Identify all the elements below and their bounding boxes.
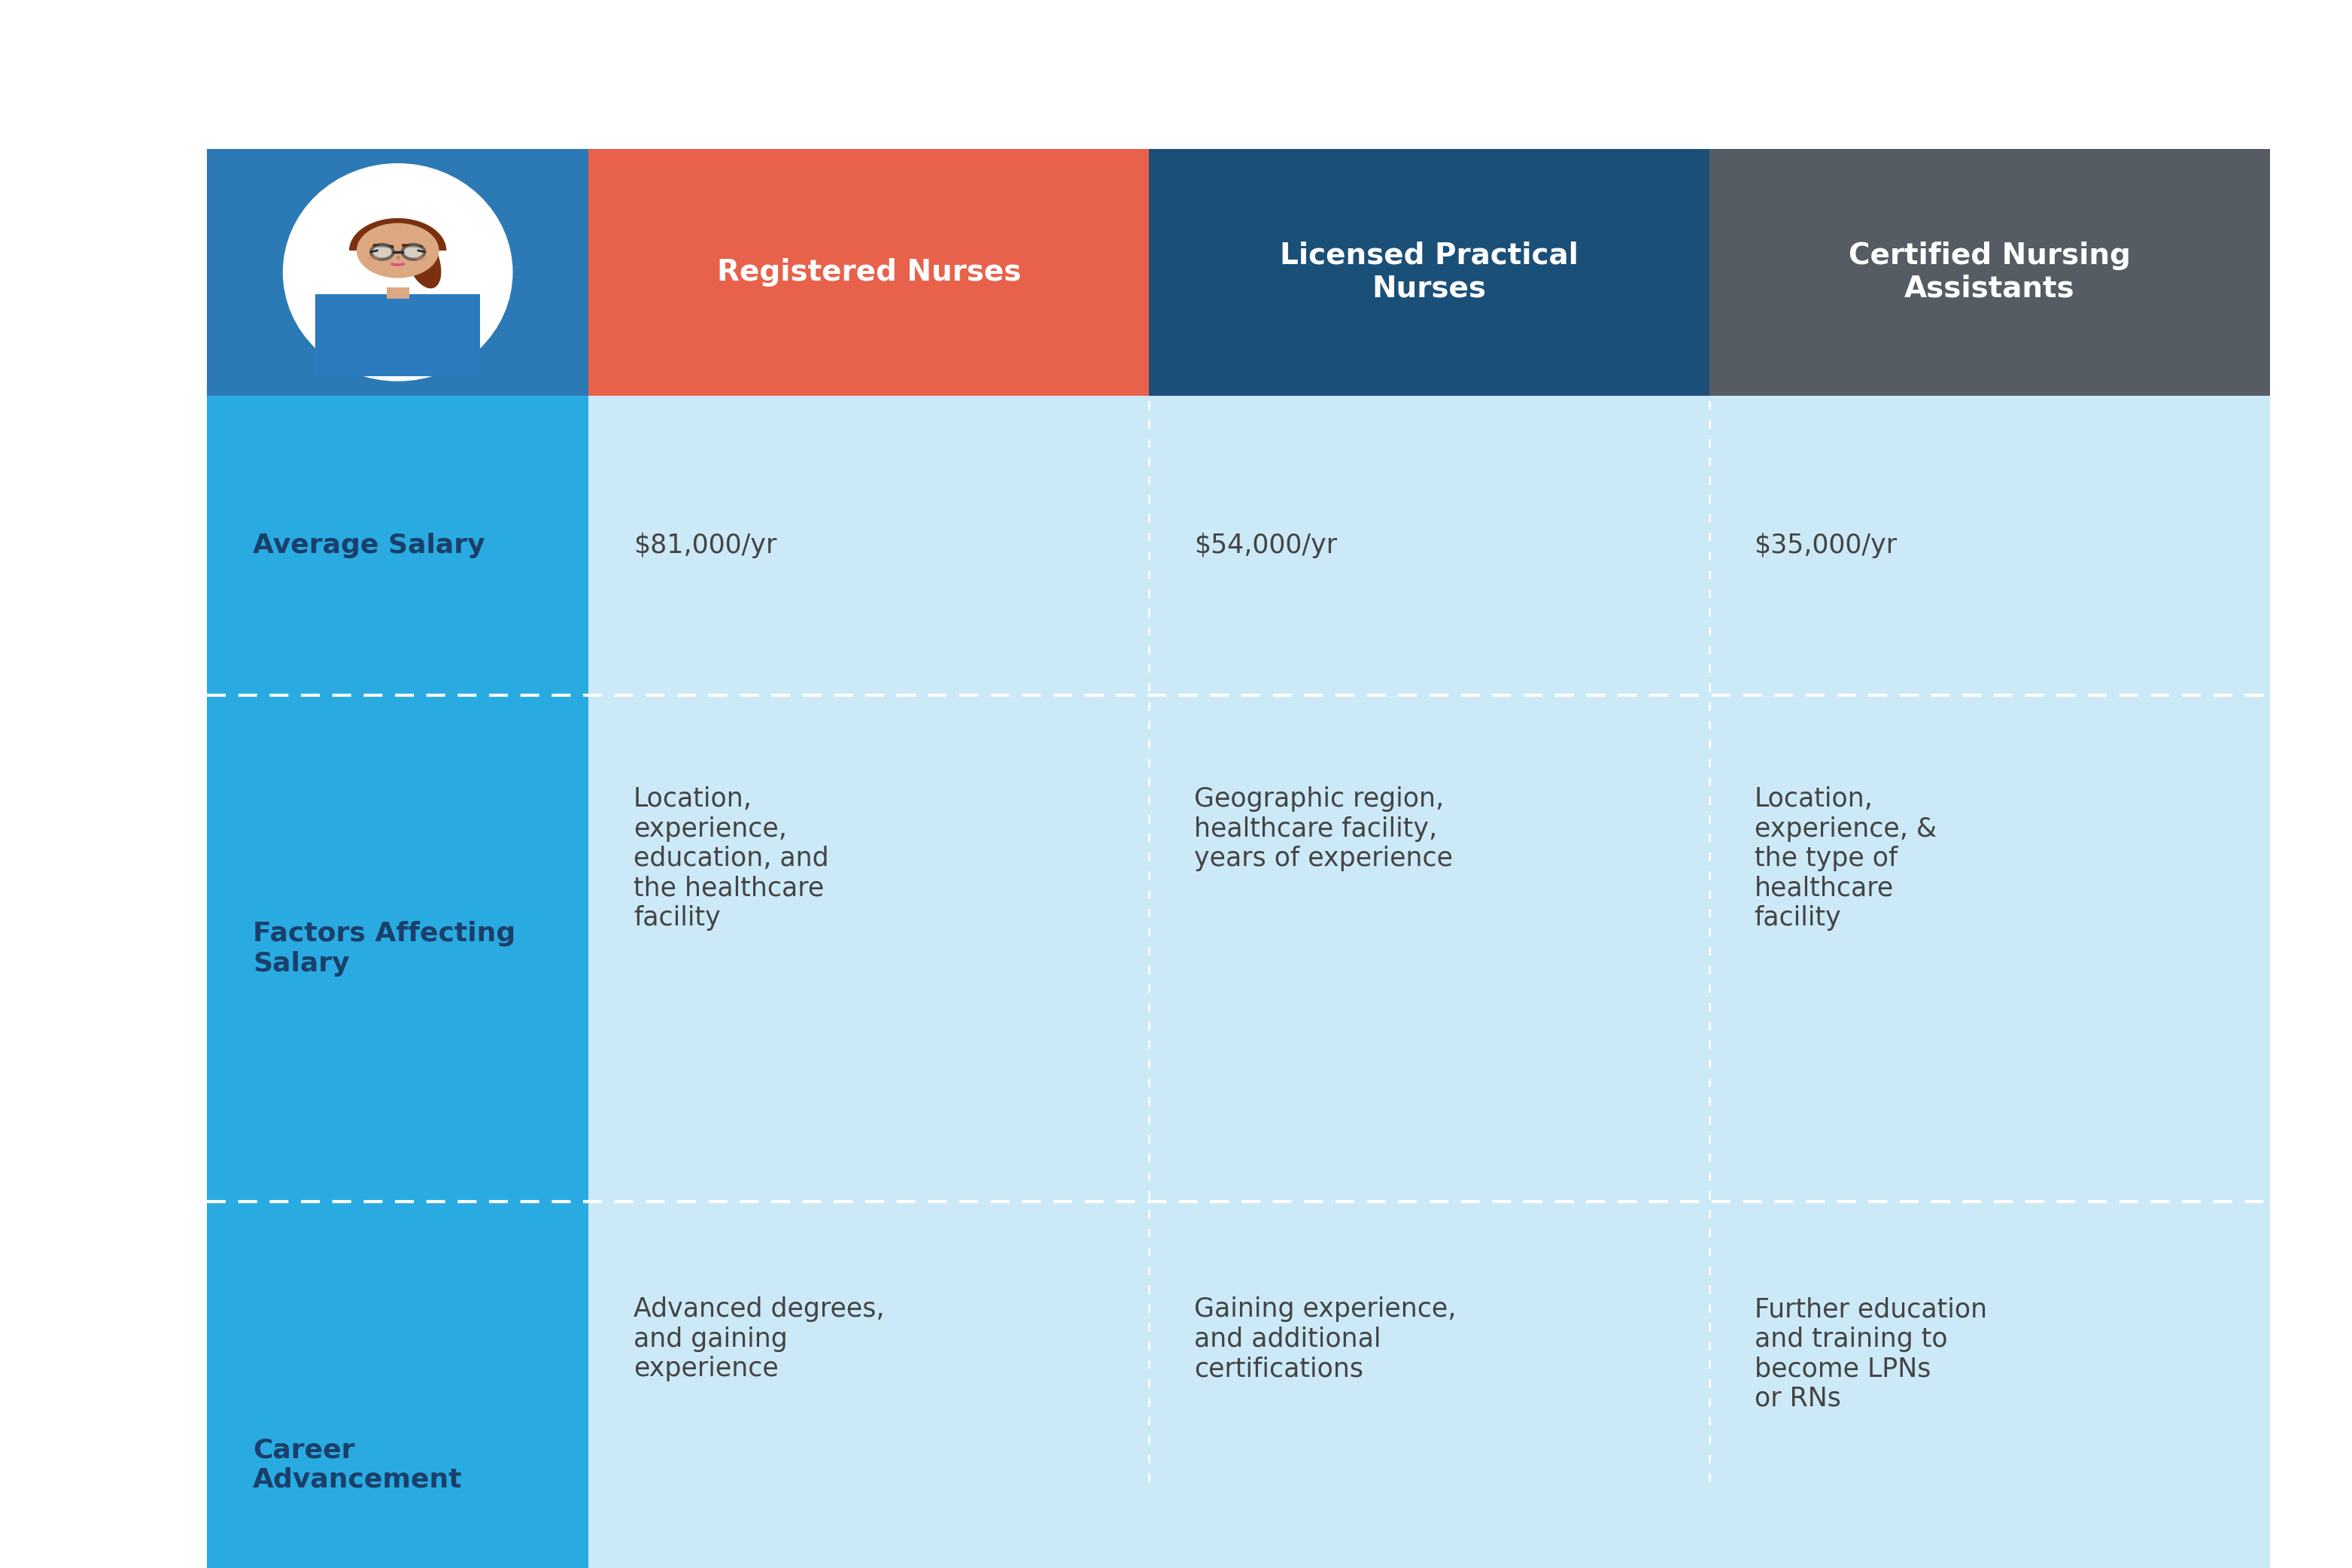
Circle shape [372, 245, 393, 259]
Text: Average Salary: Average Salary [252, 533, 485, 558]
Text: Certified Nursing
Assistants: Certified Nursing Assistants [1849, 241, 2131, 303]
Text: Registered Nurses: Registered Nurses [717, 259, 1021, 287]
Bar [207, 1203, 588, 1568]
Text: Geographic region,
healthcare facility,
years of experience: Geographic region, healthcare facility, … [1195, 787, 1454, 872]
Bar [588, 149, 1150, 395]
Bar [588, 1203, 1150, 1568]
Circle shape [402, 245, 426, 259]
Bar [1710, 696, 2270, 1201]
Bar [207, 696, 588, 1201]
Bar [588, 395, 1150, 696]
Bar [386, 287, 409, 298]
Text: Further education
and training to
become LPNs
or RNs: Further education and training to become… [1755, 1297, 1987, 1411]
Text: Advanced degrees,
and gaining
experience: Advanced degrees, and gaining experience [633, 1297, 884, 1381]
Ellipse shape [367, 256, 381, 260]
Bar [1710, 149, 2270, 395]
Text: Factors Affecting
Salary: Factors Affecting Salary [252, 920, 515, 977]
Bar [207, 395, 588, 696]
Bar [1150, 1203, 1710, 1568]
Ellipse shape [405, 229, 442, 289]
Ellipse shape [282, 163, 513, 381]
Text: Location,
experience, &
the type of
healthcare
facility: Location, experience, & the type of heal… [1755, 787, 1936, 931]
Text: $81,000/yr: $81,000/yr [633, 533, 776, 558]
Bar [1150, 149, 1710, 395]
Text: Career
Advancement: Career Advancement [252, 1438, 463, 1493]
Text: Licensed Practical
Nurses: Licensed Practical Nurses [1279, 241, 1578, 303]
Ellipse shape [416, 256, 428, 260]
Bar [588, 696, 1150, 1201]
Text: $54,000/yr: $54,000/yr [1195, 533, 1336, 558]
Circle shape [358, 223, 440, 278]
Text: Location,
experience,
education, and
the healthcare
facility: Location, experience, education, and the… [633, 787, 828, 931]
Text: $35,000/yr: $35,000/yr [1755, 533, 1898, 558]
Bar [1150, 696, 1710, 1201]
Text: Gaining experience,
and additional
certifications: Gaining experience, and additional certi… [1195, 1297, 1456, 1381]
Bar [1710, 1203, 2270, 1568]
Bar [1710, 395, 2270, 696]
Bar [315, 293, 480, 376]
Bar [1150, 395, 1710, 696]
Wedge shape [348, 218, 447, 251]
Bar [207, 149, 588, 395]
